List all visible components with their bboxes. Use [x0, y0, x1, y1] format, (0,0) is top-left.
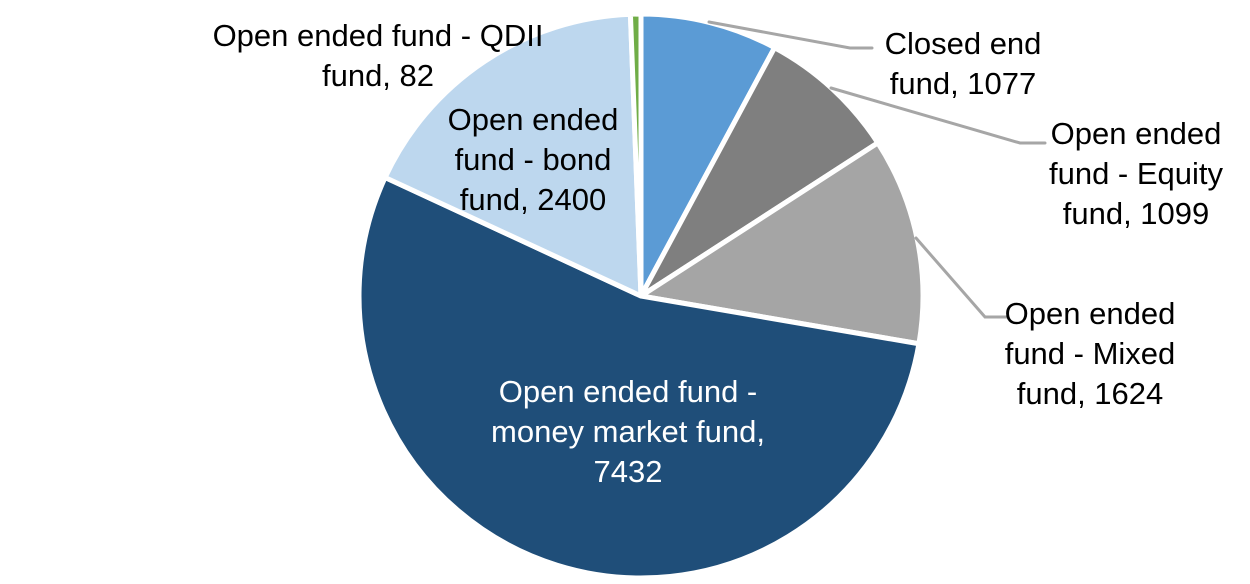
leader-line-closed-end-fund [707, 20, 874, 50]
pie-slice-open-ended-fund-bond-fund [382, 11, 644, 299]
leader-line-equity-fund [829, 86, 1047, 145]
leader-line-mixed-fund [914, 236, 1009, 319]
label-money-market-fund: Open ended fund - money market fund, 743… [491, 374, 765, 489]
label-mixed-fund: Open ended fund - Mixed fund, 1624 [1004, 296, 1176, 411]
label-closed-end-fund: Closed end fund, 1077 [884, 26, 1042, 101]
label-equity-fund: Open ended fund - Equity fund, 1099 [1048, 116, 1224, 231]
pie-slice-open-ended-fund-money-market-fund [356, 175, 922, 581]
label-qdii-fund: Open ended fund - QDII fund, 82 [212, 18, 544, 93]
label-bond-fund: Open ended fund - bond fund, 2400 [447, 102, 619, 217]
pie-slice-open-ended-fund-qdii-fund [627, 11, 644, 299]
